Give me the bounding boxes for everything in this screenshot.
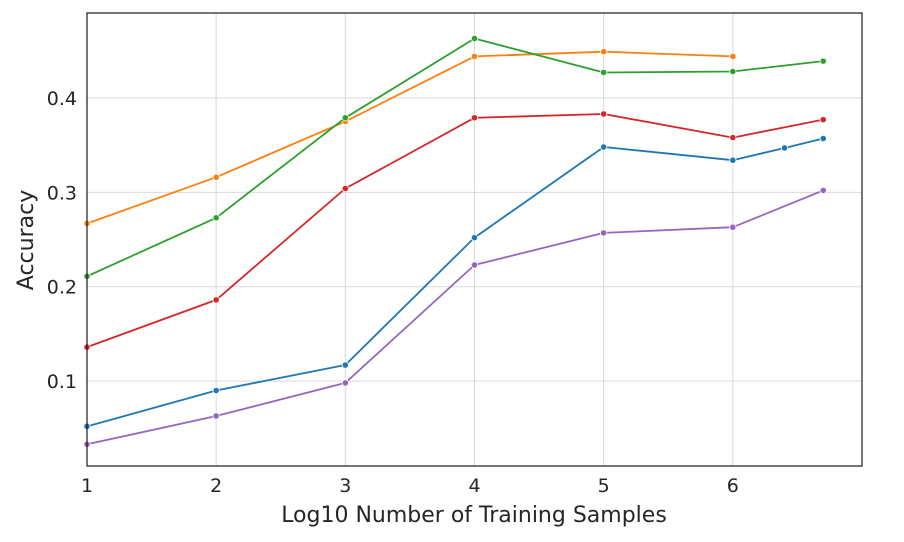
data-point xyxy=(341,361,349,369)
x-tick-label: 4 xyxy=(468,475,480,497)
data-point xyxy=(470,34,479,43)
data-point xyxy=(600,110,608,118)
data-point xyxy=(729,133,737,142)
data-point xyxy=(341,114,349,122)
data-point xyxy=(729,67,737,76)
data-point xyxy=(212,296,220,304)
data-point xyxy=(600,68,608,77)
y-tick-label: 0.2 xyxy=(47,277,77,299)
data-point xyxy=(780,144,789,152)
x-tick-label: 2 xyxy=(210,475,222,497)
series-3 xyxy=(83,110,827,351)
x-tick-label: 5 xyxy=(598,475,610,497)
data-point xyxy=(470,261,479,269)
series-line xyxy=(86,50,733,225)
series-line xyxy=(86,189,824,446)
data-point xyxy=(819,134,827,143)
y-tick-label: 0.4 xyxy=(47,88,77,110)
series-2 xyxy=(83,34,827,280)
data-point xyxy=(729,52,737,61)
data-point xyxy=(729,156,737,164)
grid-lines xyxy=(86,13,862,466)
plot-frame xyxy=(86,12,863,467)
data-point xyxy=(470,234,479,242)
series-line xyxy=(86,113,824,348)
series-4 xyxy=(83,134,827,430)
series-lines xyxy=(83,34,827,448)
data-point xyxy=(212,173,220,181)
data-point xyxy=(819,116,827,124)
data-point xyxy=(212,214,220,222)
y-axis-label: Accuracy xyxy=(14,190,39,290)
series-1 xyxy=(83,48,737,228)
y-tick-label: 0.3 xyxy=(47,182,77,204)
tick-labels: 1 2 3 4 5 6 0.1 0.2 0.3 0.4 xyxy=(47,88,739,497)
data-point xyxy=(819,57,827,65)
x-tick-label: 1 xyxy=(81,475,93,497)
data-point xyxy=(341,184,349,193)
data-point xyxy=(341,379,349,387)
y-tick-label: 0.1 xyxy=(47,371,77,393)
series-line xyxy=(86,137,824,428)
data-point xyxy=(729,223,737,231)
data-point xyxy=(470,114,479,122)
data-point xyxy=(470,52,479,61)
data-point xyxy=(600,48,608,56)
x-tick-label: 3 xyxy=(339,475,351,497)
data-point xyxy=(819,186,827,195)
data-point xyxy=(600,229,608,237)
data-point xyxy=(212,386,220,395)
series-5 xyxy=(83,186,827,448)
x-tick-label: 6 xyxy=(727,475,739,497)
data-point xyxy=(212,412,220,420)
data-point xyxy=(600,143,608,151)
x-axis-label: Log10 Number of Training Samples xyxy=(281,503,667,528)
